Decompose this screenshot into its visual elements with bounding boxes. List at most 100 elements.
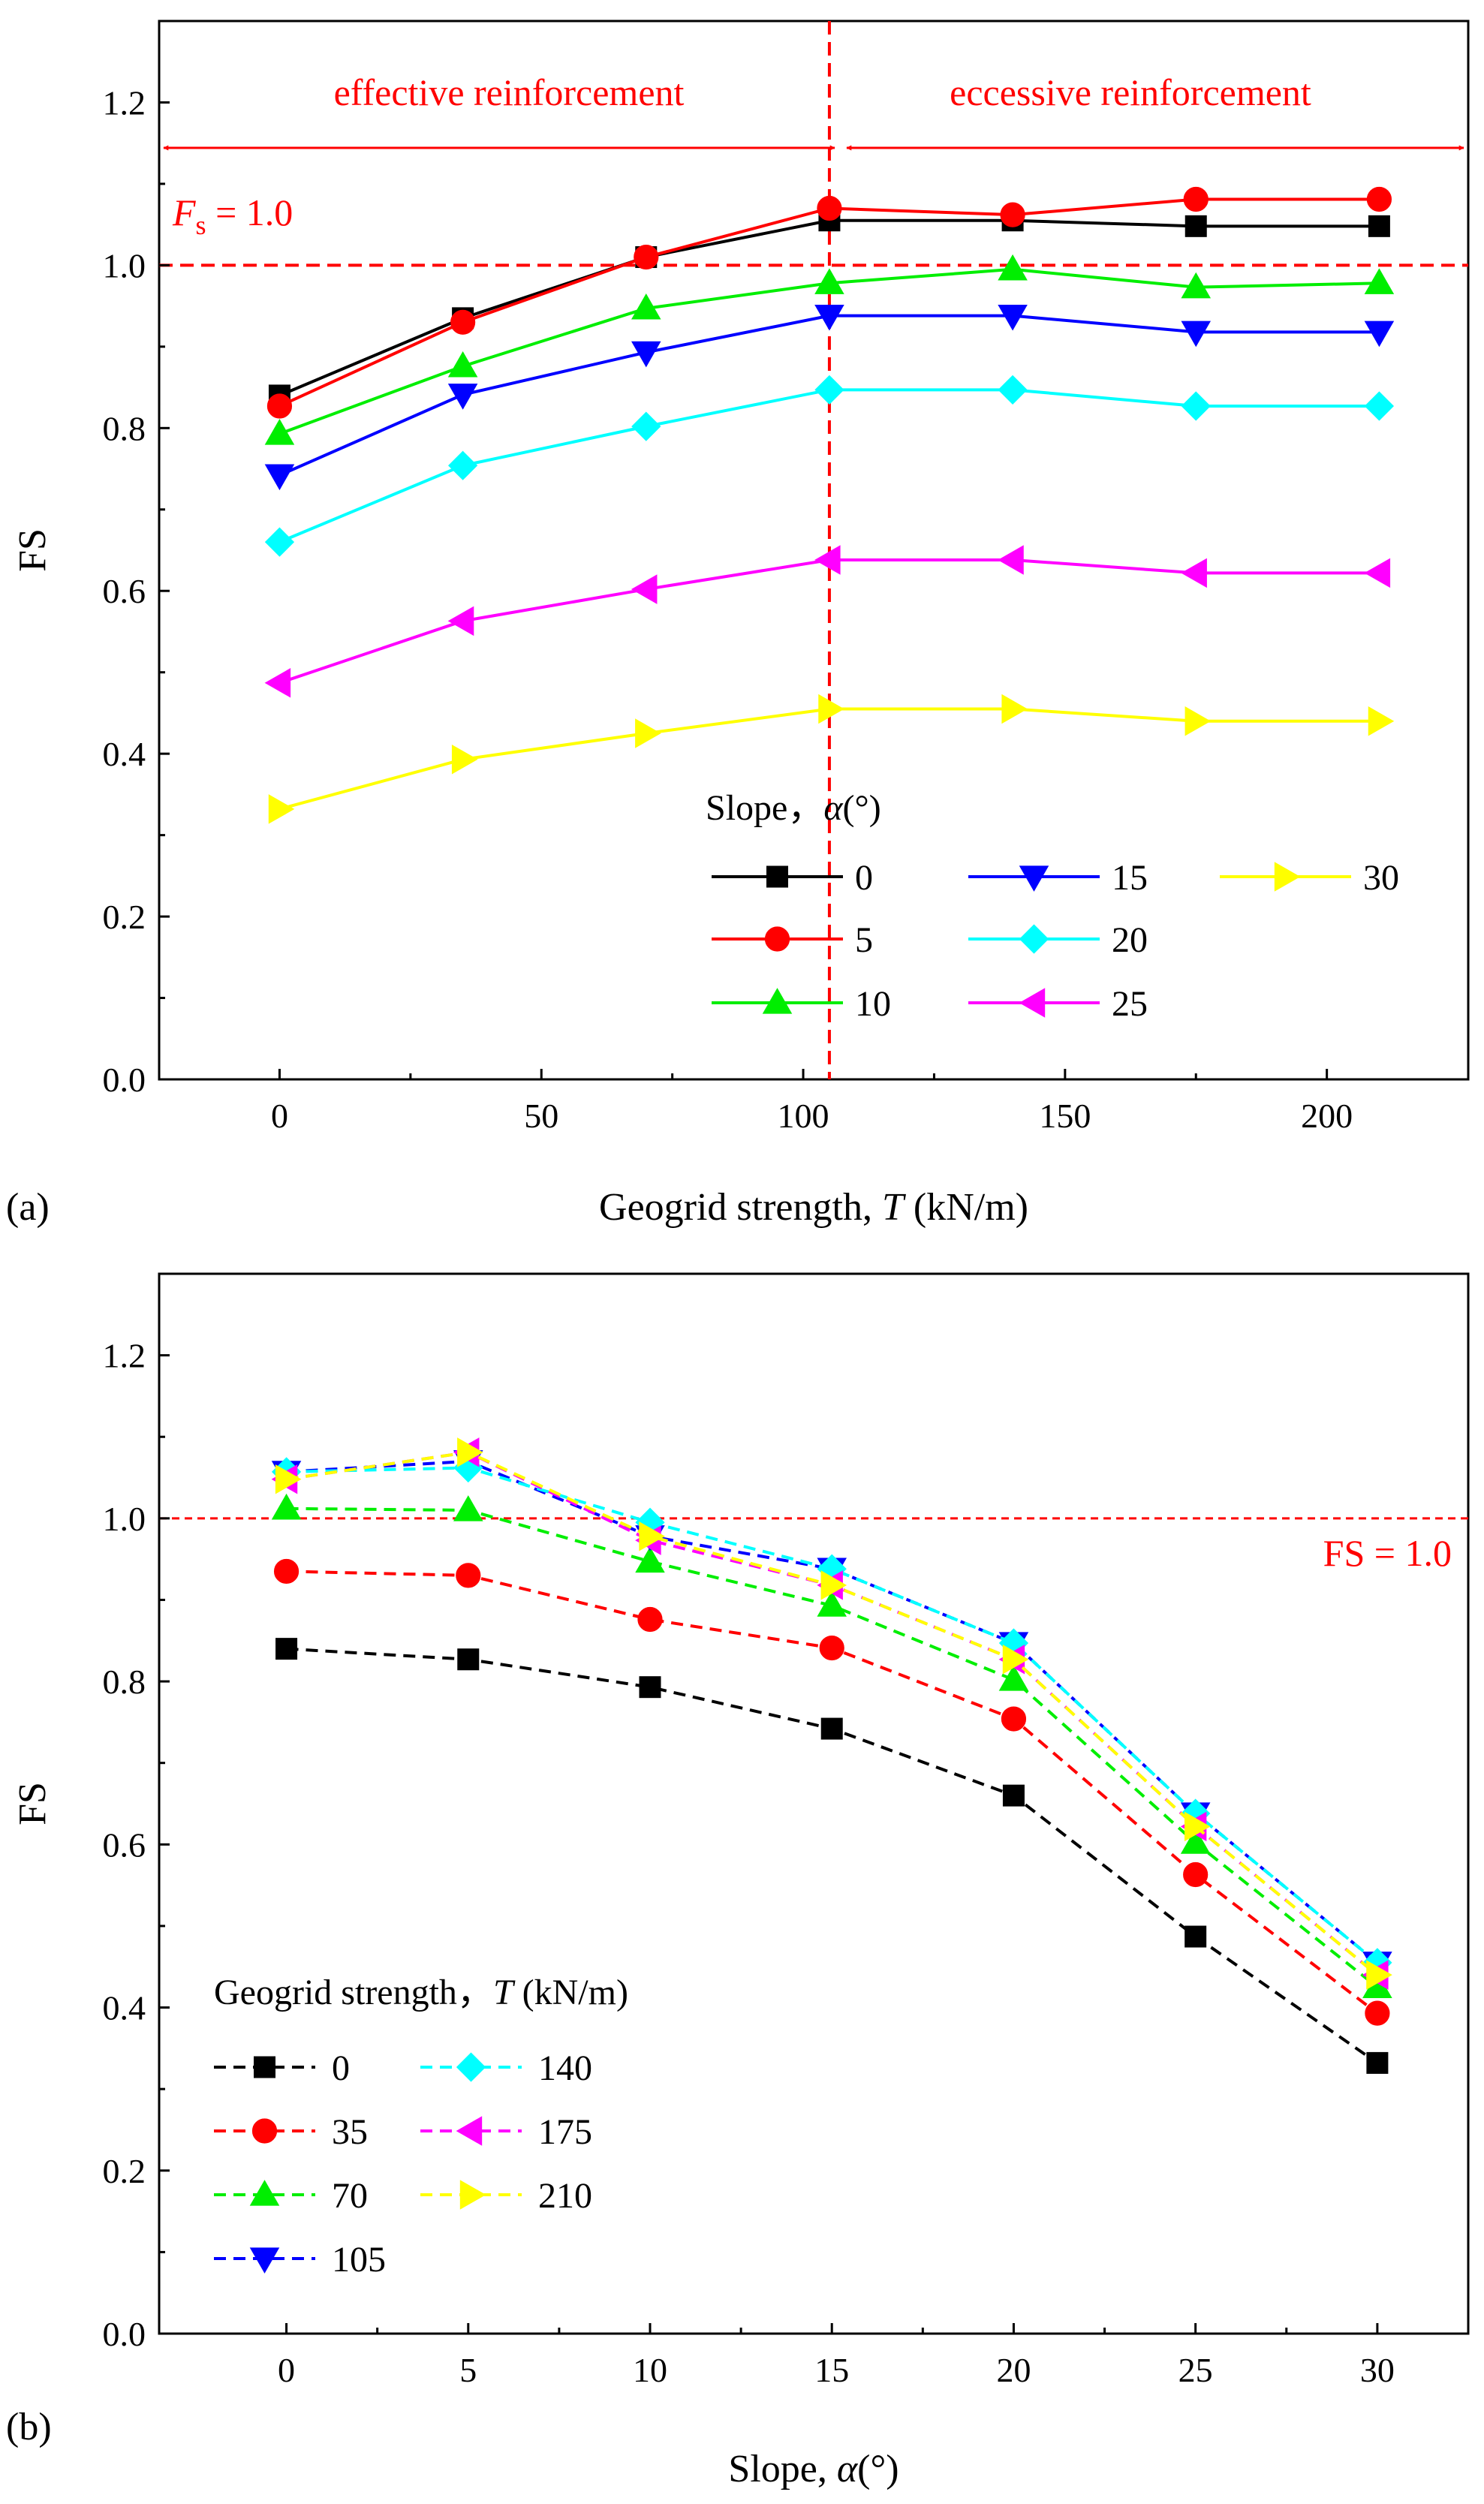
panel-a-data-point-0 <box>1184 215 1207 237</box>
panel-a-data-point-25 <box>447 606 474 637</box>
panel-a-legend-swatch-marker-15 <box>1019 865 1049 892</box>
panel-b-y-tick-label: 0.6 <box>103 1825 146 1864</box>
panel-b-legend-swatch-marker-0 <box>254 2056 275 2078</box>
panel-a-y-tick-label: 0.8 <box>103 409 146 447</box>
panel-b-legend-title: Geogrid strength，T (kN/m) <box>214 1973 628 2012</box>
panel-a-x-tick-label: 150 <box>1039 1097 1091 1135</box>
panel-b-data-point-0 <box>275 1638 298 1660</box>
panel-b-legend-label-175: 175 <box>538 2112 592 2152</box>
effective-reinforcement-label: effective reinforcement <box>334 71 685 113</box>
panel-a-y-tick-label: 1.2 <box>103 83 146 122</box>
excessive-reinforcement-label: eccessive reinforcement <box>950 71 1311 113</box>
panel-b-legend-label-0: 0 <box>332 2048 350 2088</box>
panel-b-data-point-0 <box>1184 1925 1207 1948</box>
panel-b-data-point-0 <box>820 1717 843 1740</box>
panel-b-data-point-35 <box>1183 1861 1209 1888</box>
panel-b-legend-label-105: 105 <box>332 2240 386 2280</box>
panel-a-legend-swatch-marker-10 <box>762 988 793 1014</box>
panel-a-data-point-30 <box>1001 694 1028 724</box>
panel-b-legend-label-140: 140 <box>538 2048 592 2088</box>
panel-b-x-tick-label: 30 <box>1360 2351 1395 2389</box>
panel-b-data-point-70 <box>271 1493 302 1520</box>
panel-a-reference-lines <box>159 21 1468 1079</box>
panel-a-y-tick-label: 1.0 <box>103 246 146 284</box>
panel-b-y-tick-label: 1.2 <box>103 1337 146 1375</box>
panel-a-data-point-15 <box>814 304 844 331</box>
panel-a-data-point-20 <box>998 375 1028 405</box>
panel-a-plot-frame <box>158 20 1470 1081</box>
panel-a-data-point-30 <box>268 794 295 824</box>
panel-a-legend-label-0: 0 <box>855 858 873 898</box>
panel-a-legend-label-30: 30 <box>1363 858 1399 898</box>
panel-a-data-point-5 <box>817 195 842 221</box>
panel-b-series-line-140 <box>286 1466 1379 1964</box>
panel-a-data-point-15 <box>1364 321 1395 348</box>
panel-b-legend-swatch-marker-210 <box>459 2180 486 2210</box>
panel-b-legend-swatch-marker-140 <box>456 2052 486 2082</box>
panel-a: 0.00.20.40.60.81.01.20 50 100 150 200 FS Geo… <box>6 20 1470 1229</box>
panel-b-data-point-70 <box>998 1664 1029 1691</box>
panel-a-legend-swatch-marker-5 <box>764 926 790 952</box>
panel-b-x-tick-label: 15 <box>814 2351 849 2389</box>
panel-a-data-point-20 <box>448 450 478 480</box>
panel-a-data-point-5 <box>634 244 659 270</box>
panel-a-data-point-15 <box>447 384 478 410</box>
panel-a-data-point-25 <box>264 668 291 698</box>
panel-a-data-point-10 <box>631 293 661 320</box>
panel-a-data-point-15 <box>631 341 661 368</box>
panel-a-data-point-25 <box>998 545 1024 575</box>
panel-b-ylabel: FS <box>11 1782 54 1825</box>
fs-reference-label-a: Fs = 1.0 <box>172 191 293 240</box>
panel-b-series-line-175 <box>286 1450 1379 1976</box>
panel-a-data-point-10 <box>998 254 1028 281</box>
panel-b-legend-swatch-marker-175 <box>456 2116 483 2146</box>
panel-b-series-line-105 <box>286 1459 1379 1964</box>
panel-a-legend-label-25: 25 <box>1112 984 1148 1024</box>
panel-b-x-tick-label: 5 <box>459 2351 477 2389</box>
panel-a-legend: Slope，α(°) 0 5 10 15 20 25 30 <box>706 788 1399 1024</box>
panel-b-legend-swatch-marker-35 <box>251 2118 278 2144</box>
panel-a-data-point-5 <box>1366 186 1392 212</box>
panel-a-data-point-20 <box>814 375 844 405</box>
panel-a-data-point-10 <box>264 418 295 445</box>
panel-b-data-point-35 <box>273 1558 300 1585</box>
panel-a-data-point-25 <box>1364 558 1391 588</box>
panel-a-data-point-25 <box>1181 558 1207 588</box>
panel-b-axes: 0.0 0.2 0.4 0.6 0.8 1.0 1.2 0 5 10 15 20 25 30 <box>103 1337 1395 2389</box>
panel-b-data-point-0 <box>1366 2051 1389 2074</box>
panel-a-y-tick-label: 0.6 <box>103 572 146 610</box>
panel-b-data-point-70 <box>635 1546 665 1573</box>
panel-b-xlabel: Slope, α(°) <box>728 2448 899 2490</box>
panel-a-x-tick-label: 0 <box>271 1097 288 1135</box>
panel-b-legend-label-210: 210 <box>538 2176 592 2216</box>
panel-a-data-point-5 <box>1000 202 1025 227</box>
panel-a-data-point-30 <box>635 718 661 748</box>
panel-b-y-tick-label: 0.0 <box>103 2315 146 2353</box>
panel-b-legend-label-70: 70 <box>332 2176 368 2216</box>
panel-a-y-tick-label: 0.2 <box>103 898 146 936</box>
panel-a-y-tick-label: 0.4 <box>103 735 146 773</box>
panel-b-series-group <box>271 1437 1392 2074</box>
panel-b-series-line-210 <box>286 1450 1379 1976</box>
panel-a-x-tick-label: 100 <box>778 1097 829 1135</box>
panel-a-x-tick-label: 50 <box>524 1097 558 1135</box>
panel-a-legend-label-10: 10 <box>855 984 891 1024</box>
panel-a-data-point-0 <box>1368 215 1390 237</box>
panel-a-data-point-30 <box>1184 706 1212 736</box>
panel-a-data-point-15 <box>264 464 295 491</box>
panel-a-legend-label-5: 5 <box>855 920 873 960</box>
panel-a-data-point-5 <box>1183 186 1209 212</box>
panel-a-data-point-10 <box>1364 268 1395 294</box>
panel-b-y-tick-label: 0.8 <box>103 1663 146 1701</box>
panel-a-data-point-20 <box>1181 391 1211 421</box>
panel-a-data-point-30 <box>1368 706 1395 736</box>
panel-b-x-tick-label: 10 <box>633 2351 667 2389</box>
panel-a-data-point-25 <box>814 545 841 575</box>
panel-b-data-point-70 <box>453 1495 483 1521</box>
panel-a-data-point-30 <box>451 744 478 775</box>
panel-a-y-tick-label: 0.0 <box>103 1061 146 1099</box>
panel-b-data-point-0 <box>639 1676 661 1699</box>
panel-b-data-point-210 <box>1184 1811 1211 1842</box>
panel-b-data-point-70 <box>1180 1828 1211 1854</box>
